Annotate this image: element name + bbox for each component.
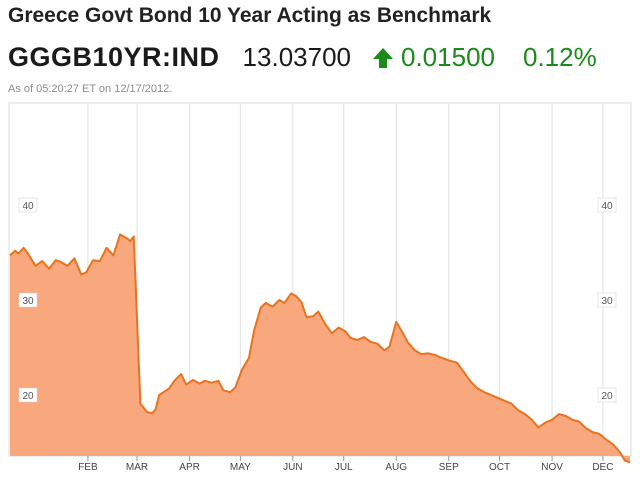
x-tick-label: JUL [335,462,353,473]
x-tick-label: SEP [439,462,459,473]
y-tick-box-right [597,197,617,213]
y-tick-box-left [18,197,38,213]
quote-row: GGGB10YR:IND 13.03700 0.01500 0.12% [8,42,597,78]
x-axis: FEB MAR APR MAY JUN JUL AUG SEP OCT NOV DEC [78,456,613,473]
y-tick-label-right: 20 [601,391,613,402]
timestamp: As of 05:20:27 ET on 12/17/2012. [8,83,173,95]
x-tick-label: APR [179,462,200,473]
y-tick-box-right [597,387,617,403]
series-area [10,234,630,463]
x-tick-label: DEC [592,462,613,473]
x-tick-label: MAR [126,462,148,473]
x-tick-label: NOV [541,462,563,473]
y-tick-box-left [18,292,38,308]
y-tick-label-left: 30 [22,296,34,307]
y-tick-label-right: 40 [601,201,613,212]
series-line [9,233,631,464]
y-tick-box-left [18,387,38,403]
price-change: 0.01500 [401,42,495,72]
last-price: 13.03700 [242,42,351,72]
y-axis-right: 40 30 20 [597,197,617,403]
y-tick-label-left: 20 [22,391,34,402]
x-tick-label: FEB [78,462,98,473]
x-tick-label: OCT [489,462,510,473]
x-tick-label: JUN [283,462,302,473]
ticker-symbol: GGGB10YR:IND [8,42,220,72]
y-axis-left: 40 30 20 [18,197,38,403]
price-change-percent: 0.12% [522,42,597,72]
y-tick-box-right [597,292,617,308]
page-title: Greece Govt Bond 10 Year Acting as Bench… [8,4,492,27]
x-tick-label: MAY [230,462,251,473]
y-tick-label-left: 40 [22,201,34,212]
x-tick-label: AUG [385,462,407,473]
price-chart: 40 30 20 40 30 20 FEB MAR APR MAY JUN JUL AUG SEP OC… [8,102,632,473]
y-tick-label-right: 30 [601,296,613,307]
up-arrow-icon [371,46,395,75]
